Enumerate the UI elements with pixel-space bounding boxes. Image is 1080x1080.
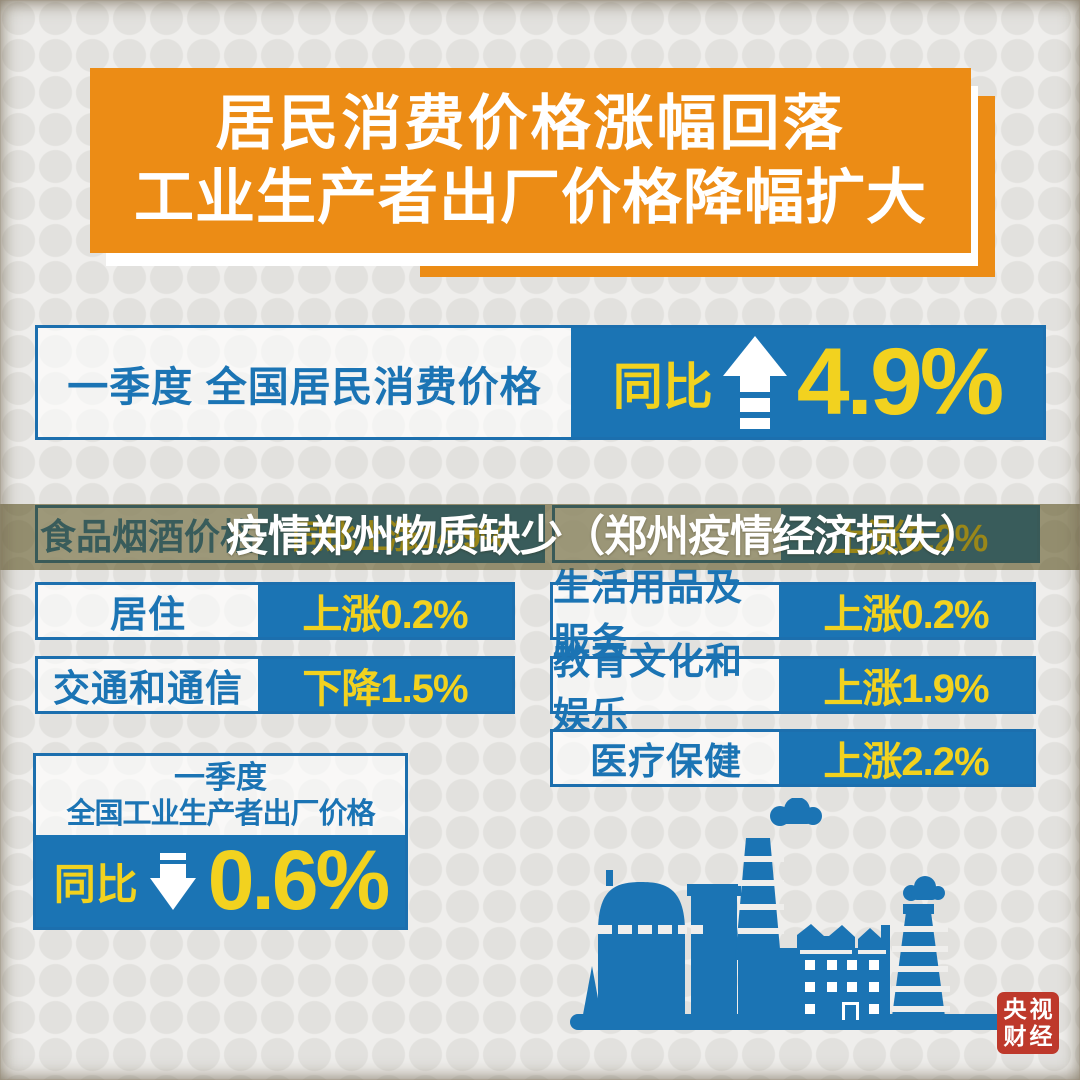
ppi-summary-box: 一季度 全国工业生产者出厂价格 同比 0.6% xyxy=(33,753,408,930)
cpi-summary-value-box: 同比 4.9% xyxy=(571,328,1043,437)
ppi-value-box: 同比 0.6% xyxy=(36,835,405,927)
category-value: 上涨1.9% xyxy=(779,659,1033,711)
category-label: 生活用品及服务 xyxy=(553,567,779,662)
category-label: 交通和通信 xyxy=(38,659,258,711)
category-row-education: 教育文化和娱乐 上涨1.9% xyxy=(550,641,1036,736)
ppi-compare-label: 同比 xyxy=(53,860,138,908)
category-value: 上涨0.2% xyxy=(258,585,512,637)
cctv-finance-logo: 央视 财经 xyxy=(997,992,1059,1054)
category-value: 上涨0.2% xyxy=(779,585,1033,637)
ppi-value: 0.6% xyxy=(207,833,390,928)
watermark-text: 疫情郑州物质缺少（郑州疫情经济损失） xyxy=(226,513,983,561)
category-label: 教育文化和娱乐 xyxy=(553,641,779,736)
cpi-compare-label: 同比 xyxy=(612,358,713,415)
watermark-band xyxy=(0,504,1080,570)
category-value: 下降1.5% xyxy=(258,659,512,711)
arrow-down-icon xyxy=(149,852,196,910)
cpi-summary-row: 一季度 全国居民消费价格 同比 4.9% xyxy=(35,325,1046,440)
category-row-healthcare: 医疗保健 上涨2.2% xyxy=(550,729,1036,787)
ppi-label-line-1: 一季度 xyxy=(174,760,267,795)
logo-line-1: 央视 xyxy=(1003,996,1056,1022)
cpi-value: 4.9% xyxy=(796,328,1005,435)
arrow-up-icon xyxy=(722,336,787,429)
logo-line-2: 财经 xyxy=(1003,1023,1056,1049)
cpi-summary-label: 一季度 全国居民消费价格 xyxy=(38,328,571,437)
title-line-2: 工业生产者出厂价格降幅扩大 xyxy=(134,163,927,231)
ppi-label-line-2: 全国工业生产者出厂价格 xyxy=(66,798,375,830)
category-value: 上涨2.2% xyxy=(779,732,1033,784)
category-row-housing: 居住 上涨0.2% xyxy=(35,582,515,640)
title-banner: 居民消费价格涨幅回落 工业生产者出厂价格降幅扩大 xyxy=(90,68,971,253)
factory-illustration xyxy=(570,798,1006,1030)
category-label: 医疗保健 xyxy=(553,732,779,784)
category-row-transport: 交通和通信 下降1.5% xyxy=(35,656,515,714)
ppi-label-box: 一季度 全国工业生产者出厂价格 xyxy=(36,756,405,835)
title-line-1: 居民消费价格涨幅回落 xyxy=(215,89,846,157)
category-label: 居住 xyxy=(38,585,258,637)
